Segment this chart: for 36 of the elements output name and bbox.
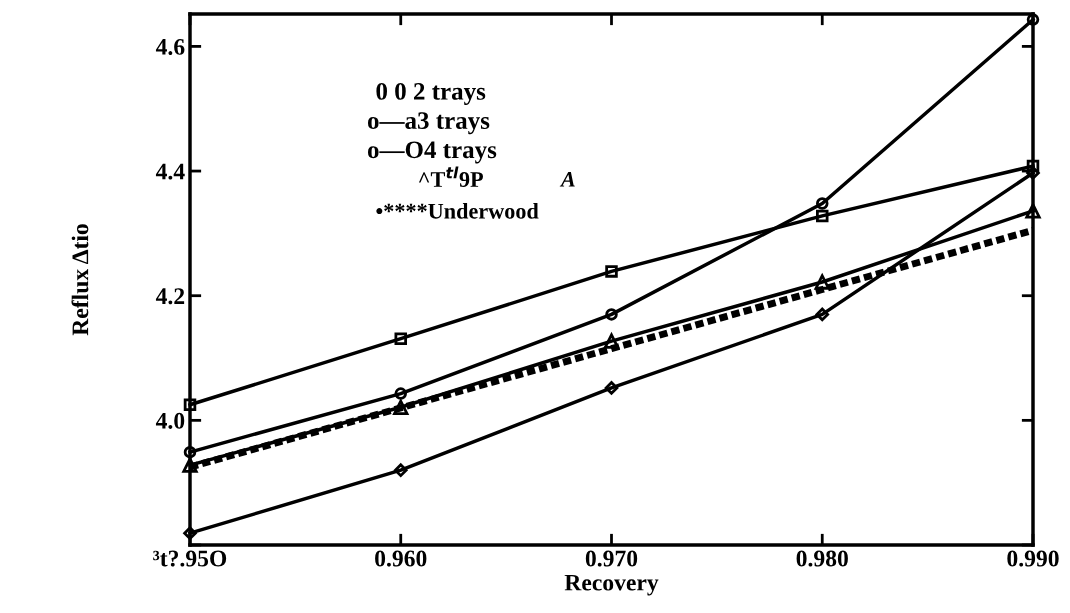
- point: [393, 399, 409, 415]
- point: [1026, 166, 1040, 180]
- point: [182, 457, 198, 473]
- point: [394, 387, 407, 400]
- point: [604, 381, 619, 395]
- point: [183, 445, 197, 459]
- annotation: •****Underwood: [376, 203, 539, 219]
- point: [816, 209, 829, 223]
- annotation: o—a3 trays: [367, 112, 490, 135]
- point: [816, 197, 829, 210]
- x-tick-label: 0.970: [585, 550, 638, 567]
- annotation: A: [559, 171, 575, 187]
- annotation: ^T$^{tl}$9P: [418, 166, 483, 187]
- y-tick-label: 4.6: [155, 38, 185, 55]
- x-tick-label: ³t?.95O: [153, 550, 227, 567]
- y-tick-label: 4.4: [155, 163, 185, 180]
- y-axis-title: Reflux Δtio: [71, 224, 89, 336]
- point: [1025, 203, 1041, 219]
- point: [603, 331, 620, 349]
- point: [1026, 159, 1040, 173]
- point: [605, 308, 618, 321]
- point: [814, 274, 830, 290]
- x-axis-title: Recovery: [564, 574, 659, 596]
- x-tick-label: 0.960: [375, 550, 427, 567]
- y-tick-label: 4.2: [155, 288, 185, 305]
- point: [605, 265, 618, 278]
- point: [393, 463, 408, 477]
- point: [183, 526, 197, 540]
- annotation: o—O4 trays: [367, 141, 497, 164]
- point: [394, 332, 407, 345]
- point: [183, 398, 197, 412]
- point: [815, 307, 830, 322]
- y-tick-label: 4.0: [155, 412, 185, 429]
- x-tick-label: 0.980: [796, 550, 848, 567]
- annotation: 0 0 2 trays: [376, 82, 486, 105]
- x-tick-label: 0.990: [1007, 550, 1059, 567]
